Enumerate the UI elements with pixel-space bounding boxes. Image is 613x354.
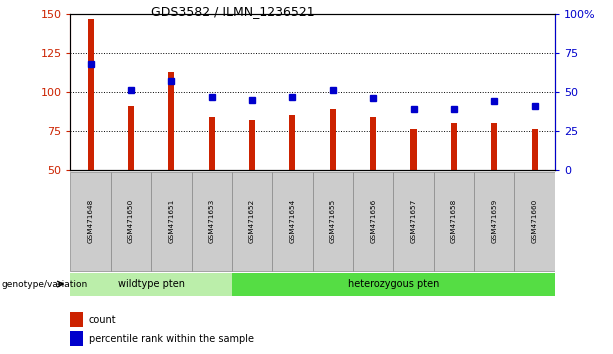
Text: GSM471650: GSM471650 [128,199,134,244]
Text: percentile rank within the sample: percentile rank within the sample [89,334,254,344]
FancyBboxPatch shape [433,172,474,270]
FancyBboxPatch shape [394,172,433,270]
Text: GSM471648: GSM471648 [88,199,94,244]
Text: GSM471657: GSM471657 [411,199,416,244]
Text: GSM471660: GSM471660 [531,199,538,244]
Bar [411,130,417,170]
FancyBboxPatch shape [70,273,232,296]
Bar [249,120,255,170]
Text: genotype/variation: genotype/variation [2,280,88,289]
FancyBboxPatch shape [191,172,232,270]
FancyBboxPatch shape [353,172,394,270]
FancyBboxPatch shape [313,172,353,270]
Bar [531,130,538,170]
FancyBboxPatch shape [272,172,313,270]
FancyBboxPatch shape [514,172,555,270]
FancyBboxPatch shape [232,172,272,270]
Bar [491,123,497,170]
Bar [208,117,215,170]
FancyBboxPatch shape [111,172,151,270]
Text: GSM471655: GSM471655 [330,199,336,244]
Bar [88,19,94,170]
Bar [169,72,175,170]
Bar [370,117,376,170]
Text: heterozygous pten: heterozygous pten [348,279,439,289]
FancyBboxPatch shape [232,273,555,296]
Text: GSM471656: GSM471656 [370,199,376,244]
FancyBboxPatch shape [474,172,514,270]
Bar [330,109,336,170]
FancyBboxPatch shape [151,172,191,270]
Bar [289,115,295,170]
FancyBboxPatch shape [70,172,111,270]
Text: wildtype pten: wildtype pten [118,279,185,289]
Bar [451,123,457,170]
Bar [70,312,83,327]
Text: GSM471654: GSM471654 [289,199,295,244]
Text: GDS3582 / ILMN_1236521: GDS3582 / ILMN_1236521 [151,5,314,18]
Text: count: count [89,315,116,325]
Text: GSM471653: GSM471653 [209,199,215,244]
Text: GSM471651: GSM471651 [169,199,174,244]
Text: GSM471658: GSM471658 [451,199,457,244]
Bar [128,106,134,170]
Text: GSM471652: GSM471652 [249,199,255,244]
Bar [70,331,83,346]
Text: GSM471659: GSM471659 [491,199,497,244]
